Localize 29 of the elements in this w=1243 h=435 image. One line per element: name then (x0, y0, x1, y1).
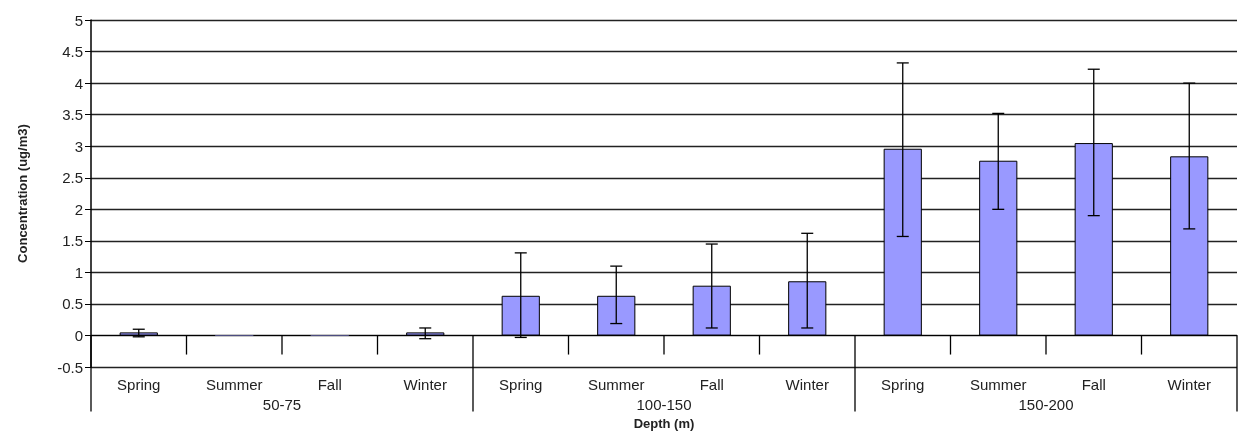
x-tick-label: Spring (117, 376, 161, 394)
text: 100-150 (636, 396, 692, 414)
x-tick-label: Summer (587, 376, 645, 394)
y-tick-label: 2.5 (62, 169, 83, 187)
x-tick-label: Spring (881, 376, 925, 394)
x-tick-label: Winter (785, 376, 829, 394)
y-tick-label: 0 (74, 327, 83, 345)
y-tick-label: 3 (74, 137, 83, 155)
y-tick-label: 4.5 (62, 43, 83, 61)
x-tick-label: Summer (205, 376, 263, 394)
x-tick-label: Winter (1167, 376, 1211, 394)
x-tick-label: Fall (1081, 376, 1106, 394)
y-tick-label: 5 (74, 11, 83, 29)
y-tick-label: 0.5 (62, 295, 83, 313)
text: 50-75 (262, 396, 302, 414)
y-tick-label: 3.5 (62, 106, 83, 124)
x-tick-label: Winter (403, 376, 447, 394)
x-tick-label: Summer (969, 376, 1027, 394)
x-tick-label: Fall (317, 376, 342, 394)
x-tick-label: Spring (499, 376, 543, 394)
y-tick-label: -0.5 (57, 358, 83, 376)
text: 150-200 (1018, 396, 1074, 414)
x-axis-title: Depth (m) (633, 416, 695, 431)
x-tick-label: Fall (699, 376, 724, 394)
y-axis-title: Concentration (ug/m3) (15, 124, 30, 263)
y-tick-label: 1.5 (62, 232, 83, 250)
y-tick-label: 1 (74, 263, 83, 281)
y-tick-label: 2 (74, 200, 83, 218)
y-tick-label: 4 (74, 74, 83, 92)
